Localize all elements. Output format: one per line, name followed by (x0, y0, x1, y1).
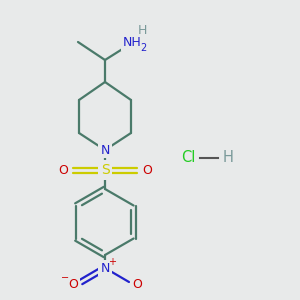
Text: H: H (223, 151, 233, 166)
Text: H: H (137, 23, 147, 37)
Text: −: − (61, 273, 69, 283)
Text: N: N (100, 143, 110, 157)
Text: O: O (68, 278, 78, 292)
Text: NH: NH (123, 37, 141, 50)
Text: O: O (142, 164, 152, 176)
Text: O: O (58, 164, 68, 176)
Text: +: + (108, 257, 116, 267)
Text: N: N (100, 262, 110, 275)
Text: Cl: Cl (181, 151, 195, 166)
Text: S: S (100, 163, 109, 177)
Text: 2: 2 (140, 43, 146, 53)
Text: O: O (132, 278, 142, 292)
